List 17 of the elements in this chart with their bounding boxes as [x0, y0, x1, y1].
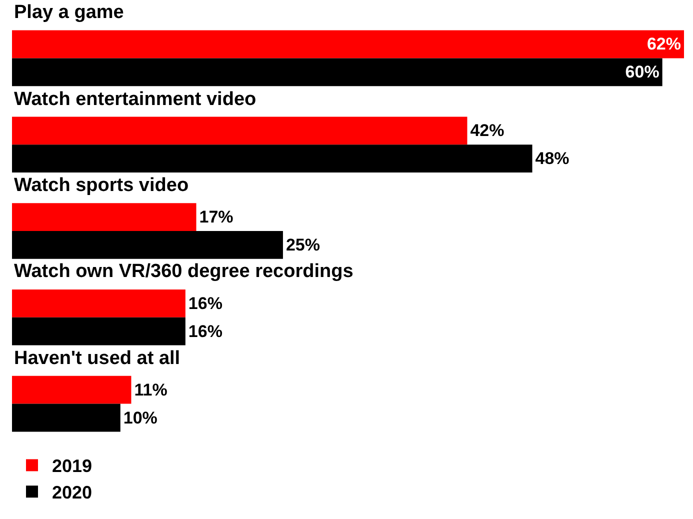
data-label: 62%: [646, 34, 681, 54]
data-label: 16%: [188, 294, 222, 313]
data-label: 25%: [286, 235, 320, 254]
y-tick-label: Watch own VR/360 degree recordings: [14, 261, 354, 282]
data-label: 10%: [123, 408, 158, 428]
data-label: 11%: [134, 380, 168, 400]
y-tick-label: Watch entertainment video: [14, 89, 256, 110]
data-label: 16%: [188, 322, 222, 341]
data-label: 17%: [199, 208, 234, 227]
data-label: 60%: [625, 62, 660, 82]
data-label: 48%: [535, 149, 570, 168]
y-tick-label: Watch sports video: [14, 175, 189, 196]
legend-label: 2020: [52, 482, 92, 503]
y-tick-label: Haven't used at all: [14, 348, 180, 369]
y-tick-label: Play a game: [14, 2, 124, 23]
legend-label: 2019: [52, 456, 92, 476]
data-label: 42%: [470, 121, 504, 140]
